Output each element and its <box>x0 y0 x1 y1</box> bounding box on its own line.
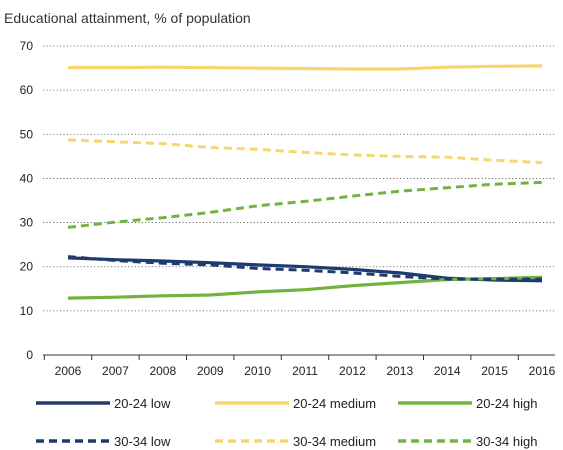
y-tick-label: 20 <box>20 260 34 274</box>
x-tick-label: 2016 <box>529 364 556 378</box>
series-lines <box>68 66 542 298</box>
series-line-30-34-medium <box>68 140 542 163</box>
y-tick-label: 40 <box>20 171 34 185</box>
x-tick-label: 2012 <box>339 364 366 378</box>
x-tick-label: 2008 <box>149 364 176 378</box>
legend-label: 30-34 high <box>476 434 537 449</box>
y-tick-label: 60 <box>20 83 34 97</box>
y-tick-label: 50 <box>20 127 34 141</box>
x-tick-label: 2011 <box>292 364 318 378</box>
x-tick-label: 2007 <box>102 364 129 378</box>
chart-subtitle: Educational attainment, % of population <box>4 10 251 26</box>
legend-label: 20-24 high <box>476 396 537 411</box>
legend-label: 20-24 low <box>114 396 171 411</box>
x-tick-label: 2010 <box>244 364 271 378</box>
y-tick-label: 10 <box>20 304 34 318</box>
legend-label: 30-34 low <box>114 434 171 449</box>
y-tick-label: 30 <box>20 216 34 230</box>
series-line-30-34-high <box>68 182 542 227</box>
x-tick-label: 2006 <box>55 364 82 378</box>
gridlines <box>43 46 555 311</box>
y-tick-label: 0 <box>26 348 33 362</box>
series-line-20-24-medium <box>68 66 542 69</box>
legend: 20-24 low 20-24 medium 20-24 high 30-34 low… <box>36 396 537 449</box>
x-axis: 2006 2007 2008 2009 2010 2011 2012 2013 2014 2015… <box>43 355 563 378</box>
y-axis: 0 10 20 30 40 50 60 70 <box>20 39 34 362</box>
x-tick-label: 2014 <box>434 364 461 378</box>
x-tick-label: 2013 <box>386 364 413 378</box>
legend-label: 20-24 medium <box>293 396 376 411</box>
x-tick-label: 2015 <box>481 364 508 378</box>
legend-label: 30-34 medium <box>293 434 376 449</box>
x-tick-label: 2009 <box>197 364 224 378</box>
y-tick-label: 70 <box>20 39 34 53</box>
